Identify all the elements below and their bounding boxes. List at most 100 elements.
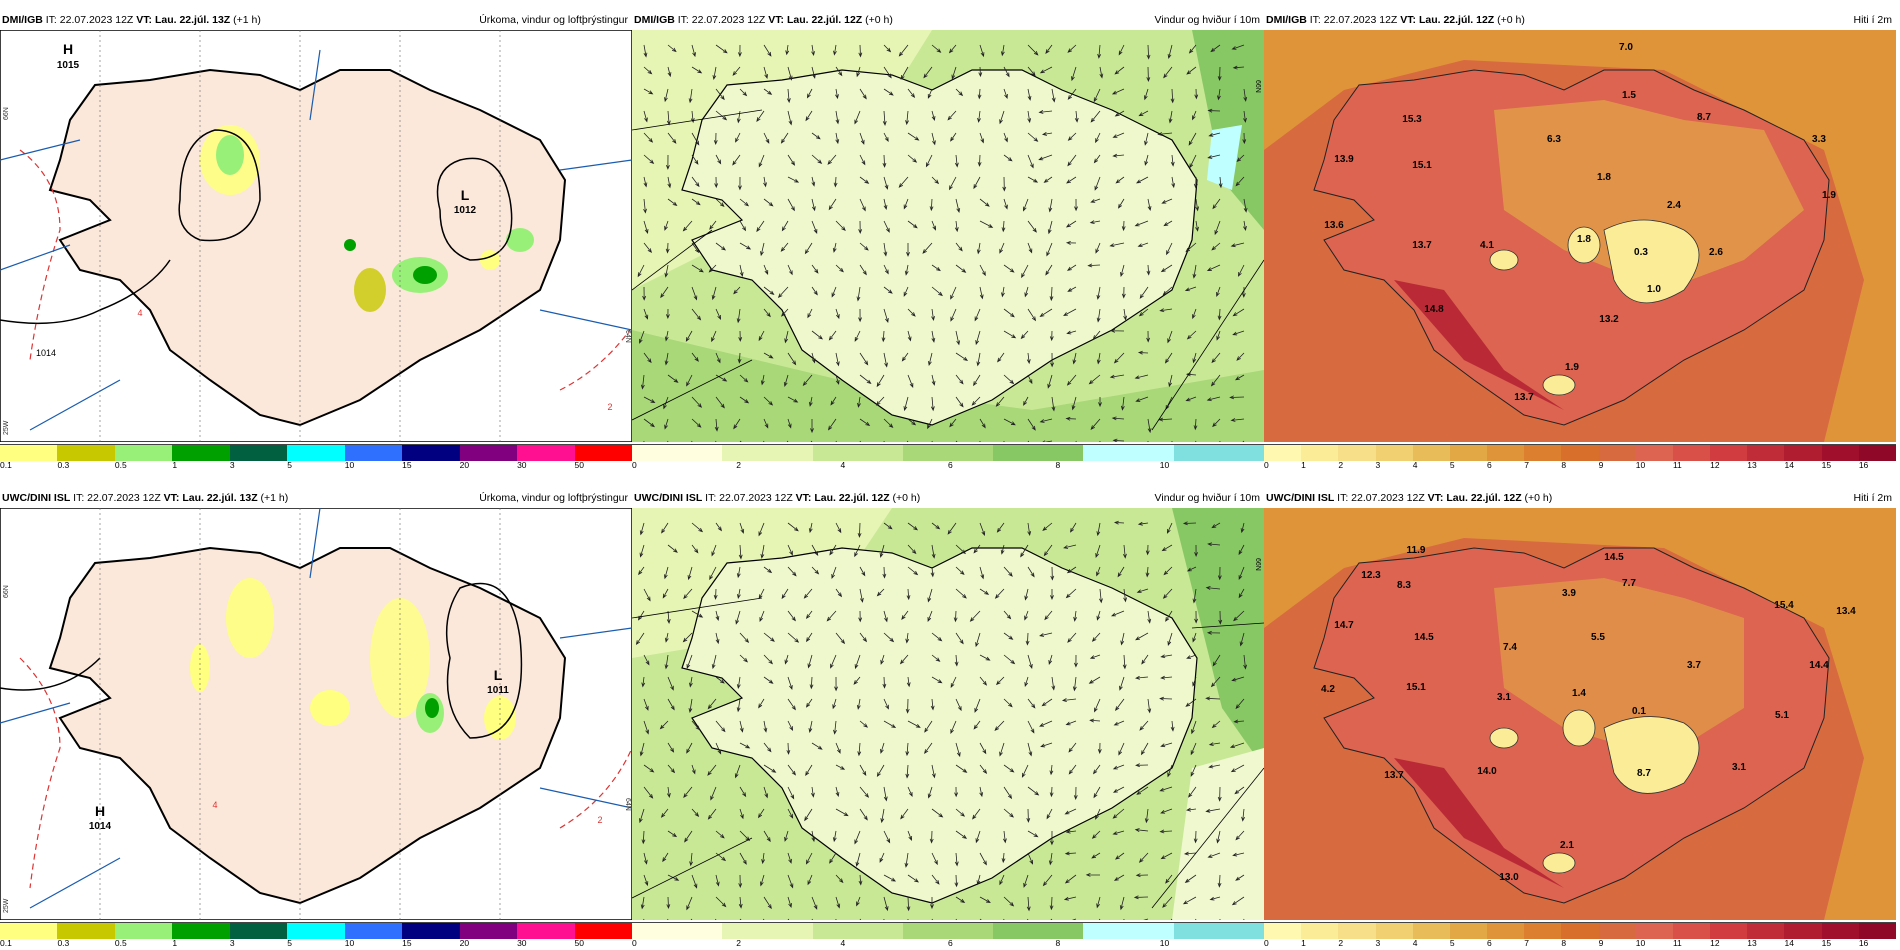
wind-arrow (1089, 718, 1101, 723)
wind-arrow (758, 698, 765, 709)
wind-arrow (639, 330, 645, 344)
wind-arrow (763, 566, 773, 574)
wind-arrow (1112, 153, 1125, 158)
temperature-value: 3.9 (1562, 588, 1576, 599)
temperature-value: 14.5 (1604, 552, 1624, 563)
wind-arrow (979, 264, 986, 277)
temperature-map-svg: 11.9 14.5 12.3 8.3 3.9 7.7 15.4 13.4 14.7 14.5 7.4… (1264, 508, 1896, 920)
colorbar-swatch (1821, 445, 1859, 461)
wind-arrow (979, 286, 984, 300)
wind-arrow (667, 198, 678, 207)
wind-arrow (1217, 88, 1221, 101)
colorbar-swatch (517, 445, 575, 461)
wind-arrow (691, 44, 696, 58)
colorbar-tick: 3 (229, 938, 235, 948)
wind-arrow (829, 544, 837, 556)
wind-arrow (1194, 544, 1198, 557)
wind-arrow (1186, 330, 1197, 340)
wind-arrow (811, 44, 815, 57)
wind-arrow (971, 396, 981, 406)
wind-arrow (883, 66, 892, 79)
precip-map[interactable]: H 1015 L 1012 1014 4 2 66N 25W 64N (0, 30, 632, 442)
wind-arrow (979, 198, 990, 207)
wind-arrow (736, 566, 741, 579)
wind-arrow (739, 374, 749, 383)
wind-arrow (931, 44, 942, 53)
wind-arrow (1188, 132, 1197, 146)
wind-arrow (1135, 675, 1149, 680)
wind-arrow (763, 198, 774, 207)
wind-arrow (1185, 396, 1197, 402)
wind-arrow (1192, 676, 1197, 687)
temperature-map[interactable]: 7.0 15.3 1.5 8.7 6.3 3.3 13.9 15.1 1.8 2.4 1.9 13.6… (1264, 30, 1896, 442)
wind-arrow (1241, 808, 1246, 822)
valid-time-label: VT: (136, 14, 153, 26)
temperature-value: 15.4 (1774, 600, 1794, 611)
wind-arrow (737, 588, 741, 600)
wind-arrow (979, 220, 994, 228)
wind-arrow (1165, 874, 1173, 884)
wind-arrow (857, 742, 862, 757)
wind-arrow (1158, 417, 1173, 422)
wind-arrow (691, 808, 700, 817)
wind-arrow (804, 808, 813, 822)
wind-map[interactable]: 66N (632, 508, 1264, 920)
wind-arrow (931, 308, 935, 321)
colorbar-tick: 4 (840, 460, 846, 470)
wind-arrow (787, 676, 793, 691)
wind-arrow (1003, 330, 1017, 339)
colorbar-swatch (1375, 923, 1413, 939)
wind-arrow (835, 220, 846, 231)
wind-arrow (907, 88, 916, 99)
wind-arrow (1040, 742, 1053, 748)
wind-arrow (1051, 676, 1056, 691)
wind-arrow (859, 198, 866, 212)
colorbar-tick: 20 (459, 938, 470, 948)
wind-arrow (1066, 330, 1077, 335)
wind-arrow (854, 830, 861, 845)
wind-arrow (690, 110, 695, 124)
wind-arrow (780, 132, 789, 144)
wind-arrow (711, 654, 717, 670)
wind-arrow (1206, 396, 1221, 402)
wind-arrow (643, 132, 654, 143)
wind-arrow (758, 330, 765, 342)
wind-arrow (811, 264, 819, 274)
wind-arrow (1097, 742, 1102, 754)
wind-arrow (1003, 198, 1008, 210)
precip-map[interactable]: L 1011 H 1014 2 4 66N 25W 64N (0, 508, 632, 920)
wind-arrow (907, 330, 912, 342)
wind-arrow (1195, 198, 1200, 212)
colorbar-tick: 5 (287, 460, 292, 470)
init-time: IT: 22.07.2023 12Z (73, 492, 161, 504)
colorbar-tick: 3 (1375, 938, 1381, 948)
wind-arrow (1239, 632, 1245, 647)
temperature-map[interactable]: 11.9 14.5 12.3 8.3 3.9 7.7 15.4 13.4 14.7 14.5 7.4… (1264, 508, 1896, 920)
wind-map[interactable]: 66N (632, 30, 1264, 442)
wind-arrow (738, 874, 743, 889)
wind-arrow (1091, 830, 1101, 839)
wind-arrow (760, 374, 765, 386)
wind-arrow (664, 654, 669, 670)
wind-arrow (1210, 676, 1221, 688)
wind-arrow (1039, 418, 1053, 423)
wind-arrow (977, 110, 981, 123)
wind-arrow (883, 610, 888, 623)
valid-time: Lau. 22.júl. 12Z (1446, 492, 1522, 504)
colorbar-tick: 11 (1672, 938, 1682, 948)
valid-time-label: VT: (163, 492, 180, 504)
wind-arrow (855, 852, 861, 867)
wind-arrow (714, 418, 719, 432)
colorbar-swatch (722, 923, 813, 939)
wind-arrow (907, 308, 916, 317)
wind-arrow (1066, 374, 1077, 386)
colorbar-swatch (632, 923, 723, 939)
wind-arrow (1231, 44, 1245, 50)
wind-arrow (643, 852, 648, 865)
wind-arrow (976, 874, 981, 886)
colorbar-swatch (0, 445, 58, 461)
wind-arrow (1099, 588, 1103, 604)
wind-arrow (811, 566, 820, 575)
wind-arrow (1090, 418, 1101, 430)
wind-arrow (1090, 110, 1101, 123)
